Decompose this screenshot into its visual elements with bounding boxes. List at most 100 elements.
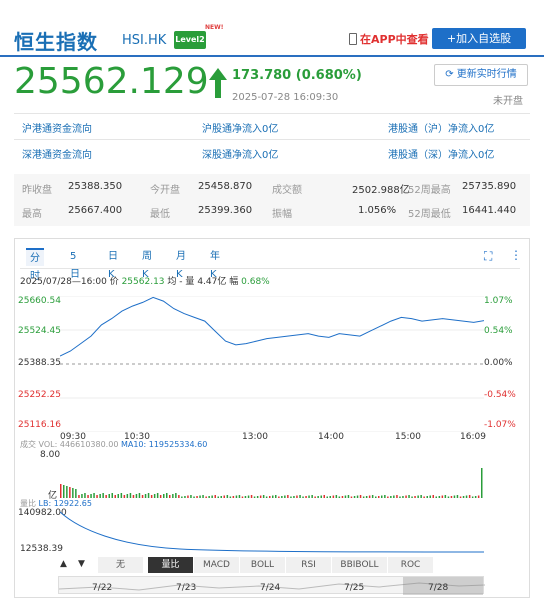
timeline-navigator[interactable] [58,576,485,595]
flow-link[interactable]: 深港通资金流向 [22,150,92,161]
volume-bar [350,496,353,498]
indicator-volume-ratio[interactable]: 量比 [148,557,194,573]
volume-bar [247,495,250,498]
tab-daily[interactable]: 日K [108,251,118,280]
volume-bar [187,495,189,498]
volume-bar [302,496,304,498]
volume-bar [281,496,283,498]
stat-value: 25667.400 [68,205,123,216]
volume-bar [259,495,262,498]
volume-bar [456,495,459,498]
volume-bar [144,494,147,498]
tab-5day[interactable]: 5日 [70,251,80,280]
stat-label: 最低 [150,209,170,220]
stat-value: 25458.870 [198,181,253,192]
volume-bar [184,496,186,498]
y-tick-pct: -0.54% [484,390,516,400]
more-icon[interactable]: ⋮ [510,248,522,262]
flow-value: 港股通（沪）净流入0亿 [388,124,495,135]
volume-bar [199,495,201,498]
volume-bar [220,496,222,498]
phone-icon [349,33,357,45]
shanghai-connect-row: 沪港通资金流向 沪股通净流入0亿 港股通（沪）净流入0亿 [14,116,530,138]
x-tick: 14:00 [318,432,344,442]
flow-value: 深股通净流入0亿 [202,150,279,161]
tab-intraday[interactable]: 分时 [26,248,44,282]
volume-bar [205,496,207,498]
volume-bar [235,495,238,498]
volume-bar [332,495,335,498]
volume-bar [123,495,126,498]
volume-bar [214,495,216,498]
indicator-boll[interactable]: BOLL [240,557,286,573]
scroll-right-icon[interactable]: ▼ [78,559,85,569]
flow-link[interactable]: 沪港通资金流向 [22,124,92,135]
volume-bar [166,493,168,498]
tab-monthly[interactable]: 月K [176,251,186,280]
volume-bar [126,494,129,498]
volume-bar [275,495,277,498]
stat-value: 25735.890 [462,181,517,192]
volume-bar [156,493,159,498]
volume-bar [111,493,113,498]
timeline-date: 7/25 [344,583,365,593]
volume-bar [238,495,241,498]
volume-bar [426,496,428,498]
new-tag: NEW! [205,24,224,31]
stat-value: 16441.440 [462,205,517,216]
volume-bar [190,495,192,498]
y-tick-pct: 1.07% [484,296,513,306]
volume-bar [87,495,89,498]
chart-container [14,238,530,598]
stat-label: 成交额 [272,185,302,196]
volume-bar [75,489,77,498]
current-price: 25562.129 [14,61,209,102]
volume-bar [299,495,301,498]
timeline-date: 7/24 [260,583,281,593]
refresh-quote-button[interactable]: ⟳ 更新实时行情 [434,64,528,86]
market-status: 未开盘 [493,96,523,107]
volume-bar [175,493,177,498]
volume-bar [384,495,386,498]
volume-bar [462,496,465,498]
indicator-bbiboll[interactable]: BBIBOLL [332,557,388,573]
volume-bar [147,493,150,498]
view-in-app-link[interactable]: 在APP中查看 [349,31,429,47]
volume-bar [129,493,132,498]
volume-bar [450,496,453,498]
y-tick: 25252.25 [18,390,61,400]
volume-bar [447,496,450,498]
volume-bar [232,496,235,498]
up-arrow-icon [208,66,228,104]
tab-yearly[interactable]: 年K [210,251,220,280]
indicator-roc[interactable]: ROC [388,557,434,573]
stat-label: 今开盘 [150,185,180,196]
volume-bar [393,495,395,498]
volume-bar [132,495,135,498]
fullscreen-icon[interactable]: ⛶ [484,249,493,263]
indicator-macd[interactable]: MACD [194,557,240,573]
volume-bar [241,496,244,498]
indicator-rsi[interactable]: RSI [286,557,332,573]
y-tick: 25388.35 [18,358,61,368]
volume-bar [120,493,123,498]
volume-bar [163,494,165,498]
volume-bar [66,486,68,498]
volume-bar [390,496,392,498]
indicator-none[interactable]: 无 [98,557,144,573]
ratio-chart [60,511,484,553]
volume-bar [314,496,316,498]
stat-label: 52周最高 [408,185,451,196]
tab-weekly[interactable]: 周K [142,251,152,280]
volume-bar [262,495,265,498]
scroll-left-icon[interactable]: ▲ [60,559,67,569]
stat-label: 昨收盘 [22,185,52,196]
volume-bar [453,495,456,498]
level2-badge[interactable]: Level2 [174,31,206,49]
stat-value: 25399.360 [198,205,253,216]
volume-bar [223,495,225,498]
volume-bar [153,494,156,498]
volume-bar [172,494,174,498]
volume-bar [60,484,62,498]
add-watchlist-button[interactable]: +加入自选股 [432,28,526,49]
